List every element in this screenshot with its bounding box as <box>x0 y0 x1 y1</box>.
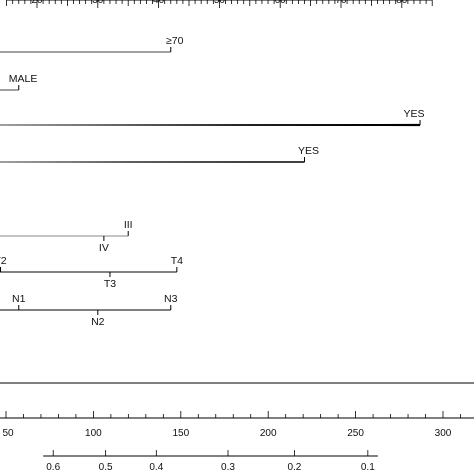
variable-line <box>0 161 305 163</box>
variable-row: N1 N2 N3 <box>0 293 178 328</box>
variable-line <box>0 51 171 53</box>
level-label: III <box>124 219 133 231</box>
variable-line <box>0 123 421 127</box>
points-tick-label: 60 <box>275 0 287 6</box>
level-label: N2 <box>91 316 105 328</box>
level-label: IV <box>99 242 109 254</box>
total-points-tick-label: 300 <box>435 428 452 439</box>
total-points-tick-label: 100 <box>85 428 102 439</box>
level-label: T2 <box>0 255 7 267</box>
points-tick-label: 50 <box>214 0 226 6</box>
level-label: N3 <box>164 293 178 305</box>
level-label: MALE <box>9 73 38 85</box>
probability-tick-label: 0.4 <box>149 462 163 473</box>
total-points-tick-label: 200 <box>260 428 277 439</box>
total-points-tick-label: 150 <box>172 428 189 439</box>
level-label: YES <box>298 145 319 157</box>
variable-row: ≥70 <box>0 35 184 53</box>
level-label: T4 <box>171 255 183 267</box>
variable-row: MALE <box>0 73 38 91</box>
variable-row: IIIIIIV <box>0 219 133 254</box>
variable-row: YES <box>0 108 425 127</box>
points-axis: 20 30 40 50 60 70 80 <box>6 0 433 8</box>
points-tick-label: 40 <box>153 0 165 6</box>
points-tick-label: 30 <box>92 0 104 6</box>
variable-line <box>0 89 19 91</box>
probability-tick-label: 0.5 <box>99 462 113 473</box>
level-label: N1 <box>12 293 26 305</box>
level-label: T3 <box>104 278 116 290</box>
points-tick-label: 20 <box>31 0 43 6</box>
probability-tick-label: 0.2 <box>287 462 301 473</box>
probability-tick-label: 0.3 <box>221 462 235 473</box>
variable-row: YES <box>0 145 319 163</box>
total-points-tick-label: 50 <box>2 428 14 439</box>
points-tick-label: 80 <box>396 0 408 6</box>
variable-row: T2 T3 T4 <box>0 255 183 290</box>
level-label: ≥70 <box>166 35 184 47</box>
level-label: YES <box>404 108 425 120</box>
variable-rows: ≥70MALEYESYESSCCIIIIIIVT2T3T4N1N2N3 <box>0 35 474 384</box>
probability-tick-label: 0.1 <box>361 462 375 473</box>
probability-axis: 0.6 0.5 0.4 0.3 0.2 0.1 <box>43 450 378 473</box>
points-tick-label: 70 <box>335 0 347 6</box>
probability-tick-label: 0.6 <box>46 462 60 473</box>
total-points-axis: 50 100 150 200 250 300 <box>0 411 474 439</box>
total-points-tick-label: 250 <box>347 428 364 439</box>
